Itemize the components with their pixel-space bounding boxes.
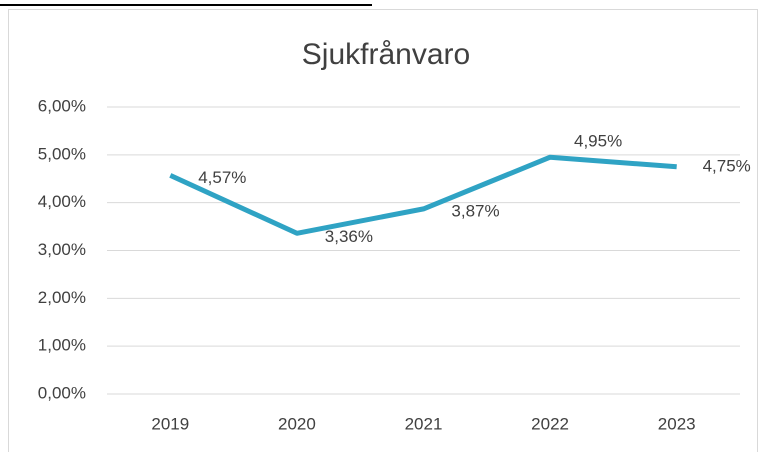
x-tick-label: 2021 [405,414,443,433]
x-tick-label: 2023 [658,414,696,433]
x-tick-label: 2022 [531,414,569,433]
y-tick-label: 3,00% [38,240,86,259]
data-label: 3,36% [325,227,373,246]
data-label: 3,87% [451,201,499,220]
y-tick-label: 6,00% [38,96,86,115]
data-label: 4,57% [198,168,246,187]
y-tick-label: 4,00% [38,192,86,211]
y-tick-label: 1,00% [38,336,86,355]
y-tick-label: 2,00% [38,288,86,307]
data-label: 4,75% [703,156,751,175]
data-line [169,154,677,236]
y-tick-label: 0,00% [38,383,86,402]
chart-title: Sjukfrånvaro [302,38,470,71]
data-label: 4,95% [574,132,622,151]
x-tick-label: 2019 [151,414,189,433]
chart-frame [8,9,758,452]
x-tick-label: 2020 [278,414,316,433]
y-tick-label: 5,00% [38,144,86,163]
